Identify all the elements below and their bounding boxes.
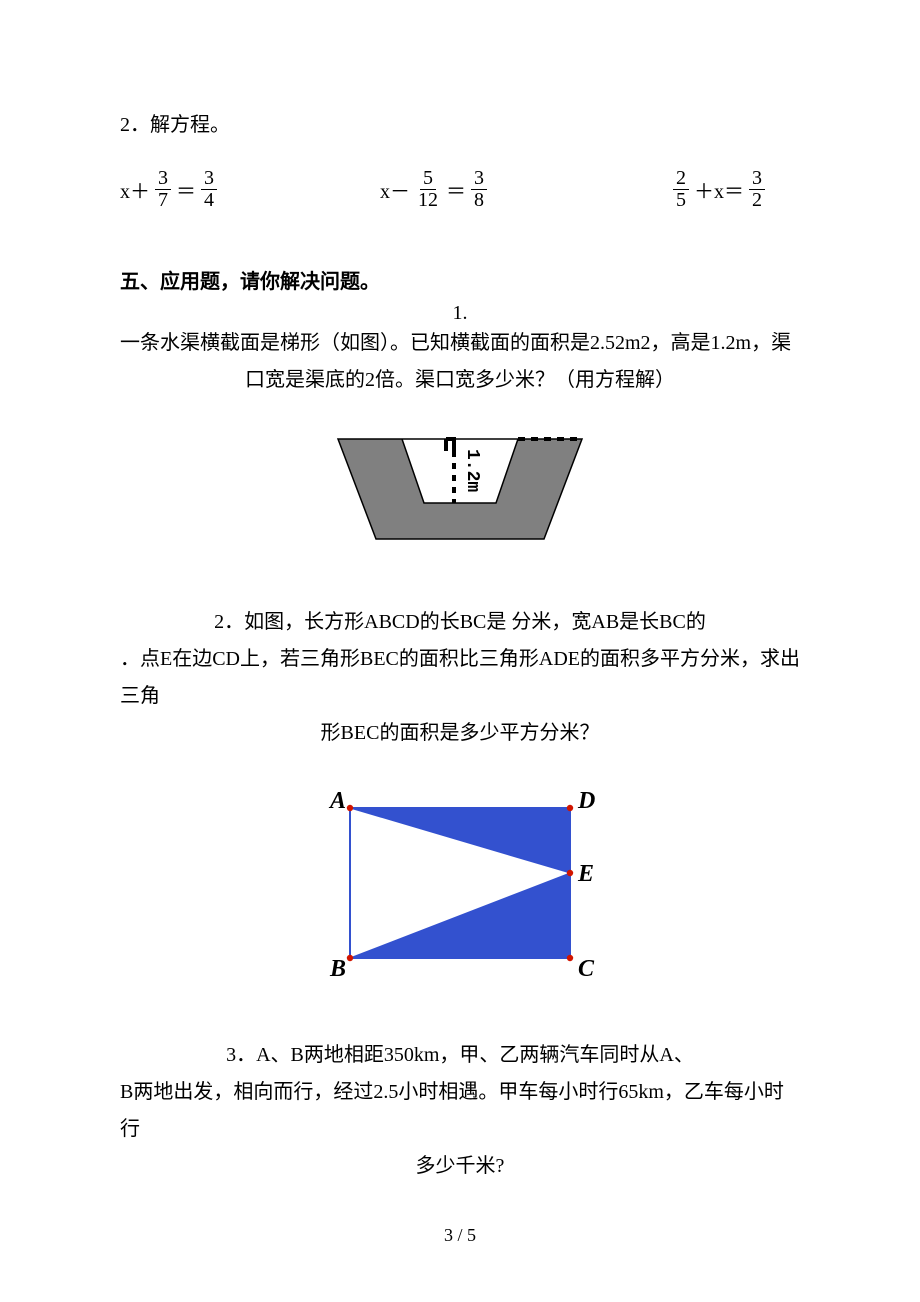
eq2-n1: 5 xyxy=(420,168,436,190)
problem-2-title: 2．解方程。 xyxy=(120,110,800,140)
q3-line3: 多少千米? xyxy=(120,1148,800,1185)
eq1-pre: x＋ xyxy=(120,175,150,204)
q1-figure: 1.2m xyxy=(120,425,800,560)
eq3-frac2: 3 2 xyxy=(749,168,765,211)
eq3-d2: 2 xyxy=(749,190,765,211)
q2-line3: 形BEC的面积是多少平方分米？ xyxy=(120,715,800,752)
height-label: 1.2m xyxy=(462,449,482,492)
label-c: C xyxy=(578,956,595,982)
eq2-mid: ＝ xyxy=(446,175,466,204)
eq1-n2: 3 xyxy=(201,168,217,190)
eq1-d1: 7 xyxy=(155,190,171,211)
eq2-frac2: 3 8 xyxy=(471,168,487,211)
eq1-mid: ＝ xyxy=(176,175,196,204)
vertex-e-icon xyxy=(567,870,573,876)
q2-figure: A D E B C xyxy=(120,778,800,993)
eq3-n2: 3 xyxy=(749,168,765,190)
vertex-b-icon xyxy=(347,955,353,961)
vertex-a-icon xyxy=(347,805,353,811)
q2-line1: 2．如图，长方形ABCD的长BC是 分米，宽AB是长BC的 xyxy=(120,604,800,641)
eq1-frac1: 3 7 xyxy=(155,168,171,211)
q2-line2: ．点E在边CD上，若三角形BEC的面积比三角形ADE的面积多平方分米，求出三角 xyxy=(120,641,800,715)
equation-row: x＋ 3 7 ＝ 3 4 x－ 5 12 ＝ 3 8 xyxy=(120,168,800,211)
label-e: E xyxy=(577,861,594,887)
height-bracket-icon xyxy=(446,439,454,451)
triangle-bec-icon xyxy=(350,873,570,958)
q1-number: 1. xyxy=(120,302,800,325)
equation-2: x－ 5 12 ＝ 3 8 xyxy=(380,168,490,211)
vertex-c-icon xyxy=(567,955,573,961)
eq3-frac1: 2 5 xyxy=(673,168,689,211)
eq2-n2: 3 xyxy=(471,168,487,190)
label-a: A xyxy=(328,788,346,814)
eq1-n1: 3 xyxy=(155,168,171,190)
page-number: 3 / 5 xyxy=(0,1225,920,1246)
eq3-mid: ＋x＝ xyxy=(694,175,744,204)
q1-line1: 一条水渠横截面是梯形（如图）。已知横截面的面积是2.52m2，高是1.2m，渠 xyxy=(120,325,800,362)
eq3-n1: 2 xyxy=(673,168,689,190)
label-b: B xyxy=(329,956,346,982)
triangle-ade-icon xyxy=(350,808,570,873)
vertex-d-icon xyxy=(567,805,573,811)
eq2-frac1: 5 12 xyxy=(415,168,441,211)
q3-line1: 3．A、B两地相距350km，甲、乙两辆汽车同时从A、 xyxy=(120,1037,800,1074)
eq1-frac2: 3 4 xyxy=(201,168,217,211)
eq1-d2: 4 xyxy=(201,190,217,211)
q3-line2: B两地出发，相向而行，经过2.5小时相遇。甲车每小时行65km，乙车每小时行 xyxy=(120,1074,800,1148)
section-5-heading: 五、应用题，请你解决问题。 xyxy=(120,265,800,294)
eq3-d1: 5 xyxy=(673,190,689,211)
trapezoid-body-icon xyxy=(338,439,582,539)
equation-3: 2 5 ＋x＝ 3 2 xyxy=(670,168,768,211)
q1-line2: 口宽是渠底的2倍。渠口宽多少米？（用方程解） xyxy=(120,362,800,399)
eq2-pre: x－ xyxy=(380,175,410,204)
eq2-d1: 12 xyxy=(415,190,441,211)
label-d: D xyxy=(577,788,595,814)
equation-1: x＋ 3 7 ＝ 3 4 xyxy=(120,168,220,211)
eq2-d2: 8 xyxy=(471,190,487,211)
